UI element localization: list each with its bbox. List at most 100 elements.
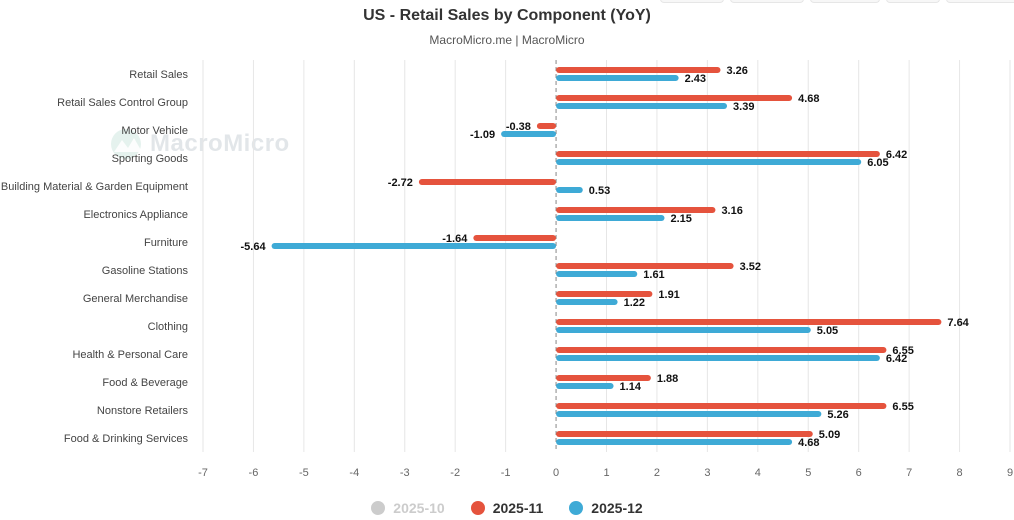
- bar-2025-12[interactable]: [556, 383, 614, 389]
- data-label: 6.42: [886, 149, 907, 161]
- legend-item-2025-10[interactable]: 2025-10: [371, 500, 445, 516]
- labels: -7 -6 -5 -4 -3 -2 -1 0 1 2 3 4 5 6 7 8 9 Retail Sales 3.26…: [1, 65, 1013, 479]
- data-label: 6.55: [892, 345, 913, 357]
- legend-label: 2025-10: [393, 500, 445, 516]
- x-tick-label: 4: [755, 467, 761, 479]
- category-label: Electronics Appliance: [83, 209, 188, 221]
- legend-dot-icon: [569, 501, 584, 515]
- data-label: -0.38: [506, 121, 531, 133]
- data-label: -1.09: [470, 129, 495, 141]
- bar-2025-12[interactable]: [556, 439, 793, 445]
- chart-subtitle: MacroMicro.me | MacroMicro: [429, 33, 585, 47]
- watermark-text: MacroMicro: [150, 130, 290, 157]
- macromicro-logo-icon: [111, 129, 142, 159]
- x-tick-label: 0: [553, 467, 559, 479]
- x-tick-label: 6: [856, 467, 862, 479]
- x-tick-label: 1: [603, 467, 609, 479]
- x-tick-label: -2: [450, 467, 460, 479]
- data-label: 2.43: [685, 73, 706, 85]
- legend-label: 2025-11: [492, 500, 544, 516]
- category-label: Building Material & Garden Equipment: [1, 181, 188, 193]
- data-label: 1.22: [624, 297, 645, 309]
- bar-2025-11[interactable]: [556, 207, 716, 213]
- chart-area: -7 -6 -5 -4 -3 -2 -1 0 1 2 3 4 5 6 7 8 9 Retail Sales 3.26…: [1, 60, 1013, 479]
- data-label: 3.26: [726, 65, 747, 77]
- legend: 2025-10 2025-11 2025-12: [0, 500, 1014, 516]
- bar-2025-12[interactable]: [556, 271, 638, 277]
- category-label: Food & Drinking Services: [64, 433, 189, 445]
- bar-2025-11[interactable]: [556, 67, 721, 73]
- data-label: -1.64: [442, 233, 468, 245]
- x-tick-label: 7: [906, 467, 912, 479]
- x-tick-label: -4: [349, 467, 359, 479]
- x-tick-label: -5: [299, 467, 309, 479]
- category-label: Motor Vehicle: [121, 125, 188, 137]
- bars: [271, 67, 942, 445]
- data-label: 6.42: [886, 353, 907, 365]
- data-label: 1.88: [657, 373, 678, 385]
- category-label: Health & Personal Care: [72, 349, 188, 361]
- x-tick-label: -1: [501, 467, 511, 479]
- category-label: Clothing: [148, 321, 188, 333]
- bar-2025-11[interactable]: [556, 291, 653, 297]
- bar-2025-11[interactable]: [418, 179, 557, 185]
- bar-2025-11[interactable]: [536, 123, 557, 129]
- bar-2025-11[interactable]: [556, 151, 880, 157]
- data-label: 3.16: [721, 205, 742, 217]
- bar-2025-12[interactable]: [271, 243, 557, 249]
- legend-item-2025-12[interactable]: 2025-12: [569, 500, 643, 516]
- bar-2025-12[interactable]: [556, 103, 728, 109]
- x-tick-label: 3: [704, 467, 710, 479]
- bar-2025-11[interactable]: [556, 375, 651, 381]
- x-tick-label: 9: [1007, 467, 1013, 479]
- chart-title: US - Retail Sales by Component (YoY): [363, 7, 651, 24]
- x-tick-label: -6: [249, 467, 259, 479]
- bar-2025-11[interactable]: [556, 319, 942, 325]
- bar-2025-11[interactable]: [473, 235, 557, 241]
- bar-2025-12[interactable]: [556, 75, 679, 81]
- watermark: MacroMicro: [110, 128, 290, 160]
- x-tick-label: 5: [805, 467, 811, 479]
- data-label: 3.39: [733, 101, 754, 113]
- category-label: General Merchandise: [83, 293, 188, 305]
- data-label: 3.52: [740, 261, 761, 273]
- bar-2025-12[interactable]: [556, 355, 880, 361]
- data-label: 0.53: [589, 185, 610, 197]
- legend-dot-icon: [470, 501, 485, 515]
- bar-2025-12[interactable]: [556, 299, 618, 305]
- bar-2025-12[interactable]: [556, 411, 822, 417]
- bar-2025-12[interactable]: [556, 187, 583, 193]
- data-label: 4.68: [798, 437, 819, 449]
- x-tick-label: 2: [654, 467, 660, 479]
- x-tick-label: -3: [400, 467, 410, 479]
- legend-item-2025-11[interactable]: 2025-11: [470, 500, 544, 516]
- x-tick-label: 8: [957, 467, 963, 479]
- data-label: 2.15: [671, 213, 692, 225]
- bar-2025-12[interactable]: [556, 215, 665, 221]
- data-label: 7.64: [947, 317, 969, 329]
- data-label: 5.05: [817, 325, 838, 337]
- data-label: 6.55: [892, 401, 913, 413]
- data-label: 5.09: [819, 429, 840, 441]
- bar-2025-11[interactable]: [556, 403, 887, 409]
- toolbar-tab[interactable]: [946, 0, 1014, 3]
- bar-2025-12[interactable]: [556, 159, 862, 165]
- data-label: -5.64: [241, 241, 267, 253]
- bar-2025-11[interactable]: [556, 347, 887, 353]
- bar-2025-11[interactable]: [556, 95, 793, 101]
- bar-2025-12[interactable]: [556, 327, 811, 333]
- category-label: Gasoline Stations: [102, 265, 189, 277]
- bar-2025-12[interactable]: [501, 131, 557, 137]
- bar-2025-11[interactable]: [556, 431, 813, 437]
- data-label: 4.68: [798, 93, 819, 105]
- grid-lines: [202, 60, 1011, 452]
- bar-2025-11[interactable]: [556, 263, 734, 269]
- category-label: Furniture: [144, 237, 188, 249]
- data-label: 1.91: [658, 289, 679, 301]
- data-label: 5.26: [827, 409, 848, 421]
- category-label: Sporting Goods: [112, 153, 189, 165]
- category-label: Retail Sales Control Group: [57, 97, 188, 109]
- data-label: -2.72: [388, 177, 413, 189]
- category-label: Retail Sales: [129, 69, 188, 81]
- data-label: 1.61: [643, 269, 664, 281]
